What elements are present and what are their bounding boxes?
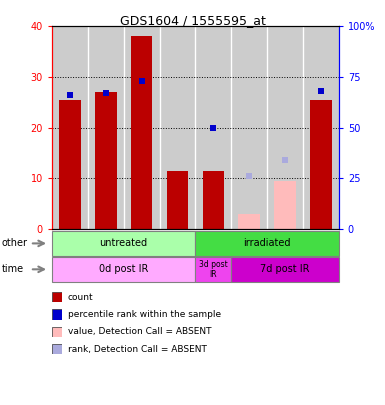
Text: time: time bbox=[2, 264, 24, 274]
Bar bbox=[88, 26, 124, 229]
Bar bbox=[238, 214, 260, 229]
Bar bbox=[159, 26, 196, 229]
Bar bbox=[52, 26, 88, 229]
Bar bbox=[267, 26, 303, 229]
Bar bbox=[303, 26, 339, 229]
Bar bbox=[310, 100, 331, 229]
Text: value, Detection Call = ABSENT: value, Detection Call = ABSENT bbox=[68, 327, 211, 337]
Text: percentile rank within the sample: percentile rank within the sample bbox=[68, 310, 221, 319]
Bar bbox=[95, 92, 117, 229]
Text: GDS1604 / 1555595_at: GDS1604 / 1555595_at bbox=[120, 14, 265, 27]
Point bbox=[318, 88, 324, 94]
Text: untreated: untreated bbox=[100, 239, 148, 248]
Text: rank, Detection Call = ABSENT: rank, Detection Call = ABSENT bbox=[68, 345, 207, 354]
Text: irradiated: irradiated bbox=[243, 239, 291, 248]
Point bbox=[139, 78, 145, 84]
Text: count: count bbox=[68, 292, 94, 302]
Text: other: other bbox=[2, 239, 28, 248]
Point bbox=[210, 124, 216, 131]
Bar bbox=[195, 26, 231, 229]
Bar bbox=[167, 171, 188, 229]
Point bbox=[103, 90, 109, 96]
Point bbox=[246, 173, 252, 179]
Bar bbox=[124, 26, 159, 229]
Point bbox=[67, 92, 73, 98]
Bar bbox=[231, 26, 267, 229]
Bar bbox=[203, 171, 224, 229]
Bar bbox=[131, 36, 152, 229]
Bar bbox=[274, 181, 296, 229]
Bar bbox=[59, 100, 81, 229]
Text: 7d post IR: 7d post IR bbox=[260, 264, 310, 274]
Text: 3d post
IR: 3d post IR bbox=[199, 260, 228, 279]
Point bbox=[282, 157, 288, 163]
Text: 0d post IR: 0d post IR bbox=[99, 264, 148, 274]
